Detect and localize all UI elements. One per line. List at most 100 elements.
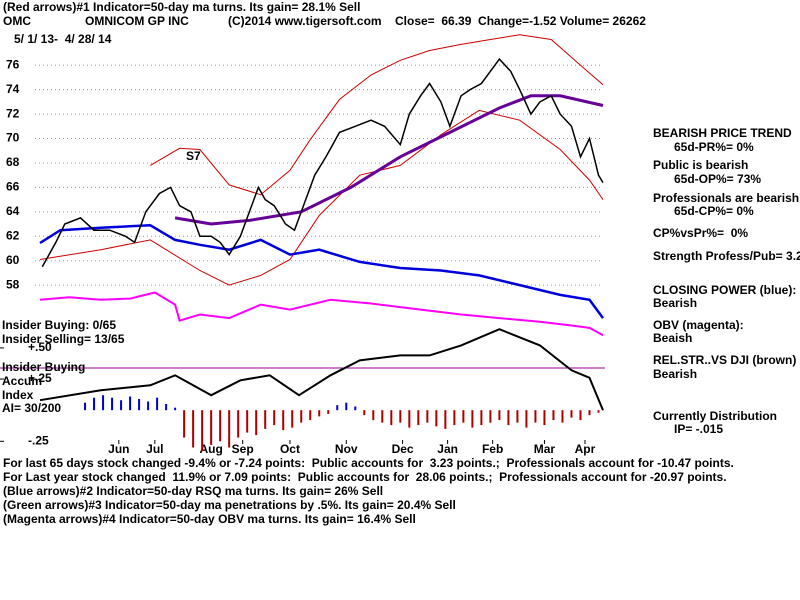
series-line — [174, 94, 604, 226]
accum-bar — [183, 410, 186, 438]
side-text: CP%vsPr%= 0% — [653, 226, 748, 240]
y-tick-label: 70 — [6, 131, 20, 145]
y-tick-label: +.50 — [28, 340, 52, 354]
accum-bar — [165, 403, 168, 411]
accum-bar — [354, 406, 357, 411]
side-text: Strength Profess/Pub= 3.2 — [653, 249, 800, 263]
company: OMNICOM GP INC — [85, 14, 189, 28]
accum-bar — [543, 410, 546, 426]
left-label: Insider Selling= 13/65 — [2, 332, 125, 346]
accum-bar — [246, 410, 249, 433]
side-text: 65d-CP%= 0% — [674, 204, 754, 218]
y-tick-label: +.25 — [28, 371, 52, 385]
accum-bar — [498, 410, 501, 421]
footer-text: (Blue arrows)#2 Indicator=50-day RSQ ma … — [3, 484, 383, 498]
accum-bar — [426, 410, 429, 423]
accum-bar — [363, 410, 366, 416]
footer: For last 65 days stock changed -9.4% or … — [3, 456, 734, 526]
rel-strength-line — [39, 328, 604, 411]
side-text: OBV (magenta): — [653, 318, 744, 332]
signal-text: (Red arrows)#1 Indicator=50-day ma turns… — [3, 0, 360, 14]
accum-bar — [210, 410, 213, 446]
accum-bar — [561, 410, 564, 423]
accum-bar — [588, 410, 591, 416]
left-label: Insider Buying — [2, 360, 85, 374]
series-line — [150, 34, 604, 196]
accum-bar — [462, 410, 465, 423]
x-tick-label: Aug — [199, 442, 222, 456]
accum-bar — [84, 402, 87, 411]
annotation: S7 — [186, 149, 201, 163]
side-text: Currently Distribution — [653, 409, 777, 423]
accum-bar — [255, 410, 258, 436]
side-text: Beaish — [653, 331, 692, 345]
accum-bar — [444, 410, 447, 429]
accum-bar — [120, 400, 123, 411]
y-tick-label: 62 — [6, 228, 20, 242]
accum-bar — [300, 410, 303, 423]
accum-bar — [264, 410, 267, 429]
accum-bar — [291, 410, 294, 428]
accum-bar — [489, 410, 492, 423]
side-text: Bearish — [653, 296, 697, 310]
accum-bar — [111, 397, 114, 411]
footer-text: (Magenta arrows)#4 Indicator=50-day OBV … — [3, 512, 416, 526]
accum-bar — [156, 397, 159, 411]
accum-bar — [381, 410, 384, 423]
side-text: IP= -.015 — [674, 422, 723, 436]
accum-bar — [552, 410, 555, 421]
accum-bar — [417, 410, 420, 426]
accum-bar — [237, 410, 240, 438]
side-text: Bearish — [653, 367, 697, 381]
accum-bar — [129, 396, 132, 411]
x-tick-label: Oct — [280, 442, 300, 456]
accum-bar — [102, 395, 105, 411]
footer-text: For Last year stock changed 11.9% or 7.0… — [3, 470, 727, 484]
accum-bar — [309, 410, 312, 421]
accum-bar — [579, 410, 582, 421]
accum-bar — [219, 410, 222, 442]
accum-bar — [534, 410, 537, 423]
accum-bar — [372, 410, 375, 421]
accum-bar — [147, 401, 150, 411]
accum-bar — [399, 410, 402, 423]
accum-bar — [525, 410, 528, 428]
accum-bar — [597, 410, 600, 413]
accum-bar — [453, 410, 456, 426]
y-tick-label: 66 — [6, 180, 20, 194]
side-text: REL.STR..VS DJI (brown) — [653, 353, 796, 367]
series-line — [39, 224, 605, 319]
y-tick-label: 76 — [6, 57, 20, 71]
accum-bar — [435, 410, 438, 427]
accum-bar — [345, 402, 348, 411]
side-text: 65d-PR%= 0% — [674, 140, 754, 154]
x-tick-label: Nov — [335, 442, 358, 456]
footer-text: For last 65 days stock changed -9.4% or … — [3, 456, 734, 470]
accum-bar — [138, 398, 141, 411]
side-text: 65d-OP%= 73% — [674, 172, 761, 186]
y-tick-label: 58 — [6, 277, 20, 291]
accum-bar — [507, 410, 510, 426]
side-text: BEARISH PRICE TREND — [653, 126, 792, 140]
x-tick-label: Sep — [232, 442, 254, 456]
footer-text: (Green arrows)#3 Indicator=50-day ma pen… — [3, 498, 456, 512]
date-range: 5/ 1/ 13- 4/ 28/ 14 — [14, 32, 112, 46]
series-line — [39, 291, 604, 337]
x-tick-label: Dec — [392, 442, 414, 456]
y-tick-label: -.25 — [28, 433, 49, 447]
left-label: AI= 30/200 — [2, 401, 61, 415]
left-label: Accum — [2, 374, 42, 388]
x-tick-label: Apr — [575, 442, 596, 456]
accum-bar — [327, 410, 330, 414]
symbol: OMC — [3, 14, 31, 28]
left-label: Insider Buying: 0/65 — [2, 318, 116, 332]
accum-bar — [192, 410, 195, 448]
series-line — [41, 57, 604, 268]
y-tick-label: 74 — [6, 82, 20, 96]
accum-bar — [318, 410, 321, 417]
y-tick-label: 72 — [6, 106, 20, 120]
